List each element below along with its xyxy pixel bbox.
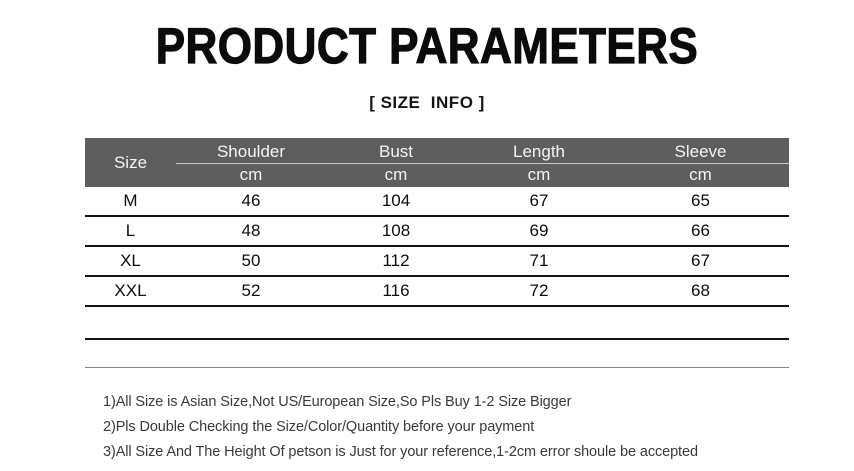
sleeve-value: 66 [691,221,710,240]
length-value: 69 [529,221,549,240]
measurement-units-row: cm cm cm cm [176,164,789,187]
unit-cell-sleeve: cm [689,165,712,184]
bust-value: 116 [382,281,410,300]
sleeve-value: 65 [691,191,710,210]
unit-cell-length: cm [527,165,551,184]
size-table: Size Shoulder Bust Length Sleeve cm cm c… [85,138,789,368]
length-value: 67 [529,191,549,210]
table-row-m: M 46 104 67 65 [85,187,789,217]
size-cell: L [125,221,136,240]
size-corner-header: Size [113,152,148,172]
table-row-xxl: XXL 52 116 72 68 [85,277,789,307]
size-notes: 1)All Size is Asian Size,Not US/European… [103,390,698,465]
shoulder-value: 50 [241,251,261,270]
bust-value: 112 [382,251,410,270]
table-row-xl: XL 50 112 71 67 [85,247,789,277]
shoulder-value: 48 [241,221,261,240]
column-header-length: Length [513,142,565,161]
size-cell: XL [120,251,141,270]
note-line-1: 1)All Size is Asian Size,Not US/European… [103,394,572,410]
measurement-labels-row: Shoulder Bust Length Sleeve [176,138,789,164]
note-line-2: 2)Pls Double Checking the Size/Color/Qua… [103,419,535,435]
size-table-header: Size Shoulder Bust Length Sleeve cm cm c… [85,138,789,187]
page-title: PRODUCT PARAMETERS [155,17,699,74]
empty-table-row [85,340,789,368]
column-header-shoulder: Shoulder [216,142,286,161]
length-value: 71 [529,251,549,270]
shoulder-value: 52 [241,281,261,300]
bust-value: 108 [381,221,411,240]
column-header-sleeve: Sleeve [674,142,727,161]
size-cell: XXL [114,281,147,300]
table-row-l: L 48 108 69 66 [85,217,789,247]
column-header-bust: Bust [378,142,414,161]
size-cell: M [123,191,138,210]
unit-cell-shoulder: cm [239,165,263,184]
measurement-columns: Shoulder Bust Length Sleeve cm cm cm cm [176,138,789,187]
sleeve-value: 68 [691,281,710,300]
length-value: 72 [529,281,549,300]
shoulder-value: 46 [241,191,261,210]
note-line-3: 3)All Size And The Height Of petson is J… [103,444,698,460]
empty-table-row [85,307,789,340]
size-info-subtitle: [ SIZE INFO ] [369,93,485,112]
bust-value: 104 [381,191,411,210]
unit-cell-bust: cm [384,165,408,184]
sleeve-value: 67 [691,251,710,270]
